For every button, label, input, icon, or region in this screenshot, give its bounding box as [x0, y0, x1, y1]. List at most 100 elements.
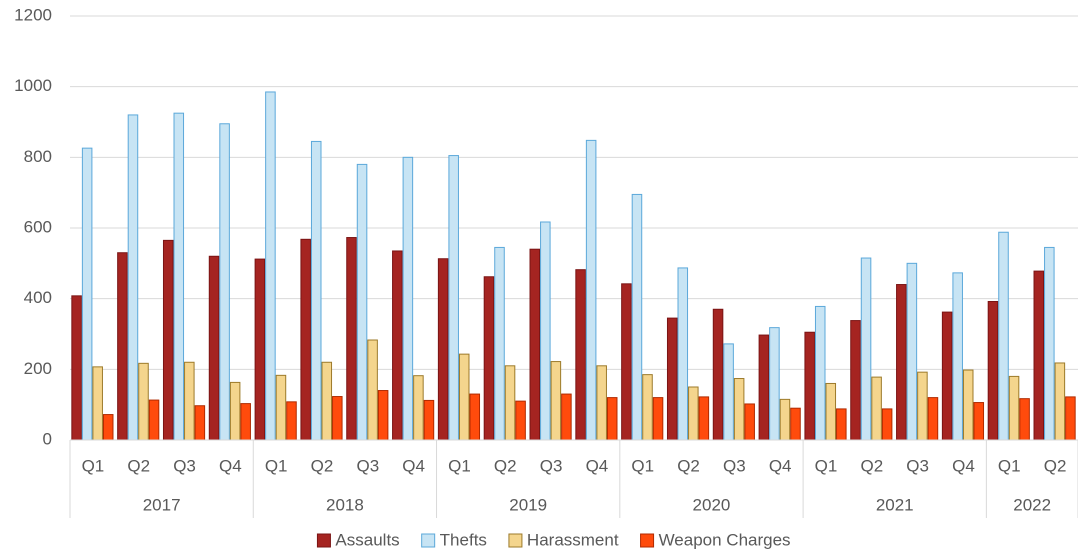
bar [321, 361, 333, 441]
bar [1054, 362, 1066, 441]
x-tick-label: Q3 [173, 456, 196, 475]
bar [642, 374, 653, 441]
bar [744, 403, 755, 441]
bar [515, 400, 526, 441]
x-tick-label: Q1 [998, 456, 1021, 475]
x-tick-label: Q2 [1044, 456, 1067, 475]
bar [733, 378, 745, 441]
bar [871, 376, 882, 441]
bar [698, 396, 710, 441]
bar [1033, 270, 1045, 441]
bar [758, 334, 770, 441]
x-tick-label: Q4 [219, 456, 242, 475]
bar [825, 382, 837, 441]
x-tick-label: Q2 [860, 456, 883, 475]
bar [621, 283, 632, 441]
bar [529, 248, 541, 441]
bar [483, 276, 495, 441]
bar [92, 366, 103, 441]
bar [162, 239, 174, 441]
bar [712, 308, 724, 441]
bar [606, 397, 618, 441]
bar [790, 407, 801, 441]
bar [423, 399, 435, 441]
bar [677, 267, 689, 441]
bar [896, 284, 907, 441]
bar [402, 156, 414, 441]
bar [550, 361, 562, 441]
bar [814, 305, 826, 441]
y-tick-label: 1000 [14, 76, 52, 95]
bar [377, 390, 389, 441]
group-label: 2022 [1013, 495, 1051, 514]
y-tick-label: 1200 [14, 5, 52, 24]
bar [184, 361, 195, 441]
bar [575, 269, 586, 441]
group-label: 2018 [326, 495, 364, 514]
bar [102, 414, 114, 441]
bar [229, 381, 241, 441]
bar [504, 365, 516, 441]
bar [860, 257, 872, 441]
bar [127, 114, 139, 441]
legend-label: Weapon Charges [659, 530, 791, 549]
x-tick-label: Q2 [677, 456, 700, 475]
bar [850, 320, 861, 441]
bar [723, 343, 734, 441]
bar [769, 327, 780, 441]
bar [356, 163, 368, 441]
bar [208, 255, 220, 441]
bar [962, 369, 974, 441]
bar [300, 238, 311, 441]
x-tick-label: Q4 [952, 456, 975, 475]
y-tick-label: 600 [24, 217, 52, 236]
x-tick-label: Q1 [265, 456, 288, 475]
legend-label: Harassment [527, 530, 619, 549]
bar [469, 393, 481, 441]
x-tick-label: Q1 [631, 456, 654, 475]
legend-swatch [640, 533, 655, 548]
bar [219, 123, 230, 441]
bar [836, 408, 847, 441]
bar [906, 262, 918, 441]
bar [585, 139, 597, 441]
bar [332, 396, 343, 441]
x-tick-label: Q3 [723, 456, 746, 475]
bar [631, 193, 643, 441]
legend-swatch [421, 533, 436, 548]
bar [941, 311, 953, 441]
bar [275, 374, 287, 441]
bar [666, 317, 678, 441]
x-tick-label: Q3 [540, 456, 563, 475]
x-tick-label: Q3 [906, 456, 929, 475]
bar [448, 155, 459, 441]
bar [1008, 375, 1020, 441]
x-tick-label: Q4 [769, 456, 792, 475]
bar [1044, 246, 1055, 441]
bar [596, 365, 607, 441]
bar [71, 295, 82, 441]
y-tick-label: 800 [24, 147, 52, 166]
group-label: 2020 [693, 495, 731, 514]
bar [688, 386, 699, 441]
bar [952, 272, 963, 441]
legend-label: Assaults [335, 530, 399, 549]
bar [265, 91, 276, 441]
bar [927, 397, 939, 441]
x-tick-label: Q2 [311, 456, 334, 475]
bar [346, 237, 357, 441]
bar [392, 250, 403, 441]
y-tick-label: 0 [43, 429, 52, 448]
bar [1065, 396, 1076, 441]
x-tick-label: Q1 [448, 456, 471, 475]
bar [973, 402, 985, 441]
bar [917, 371, 928, 441]
bar [998, 231, 1009, 441]
bar [173, 112, 185, 441]
x-tick-label: Q4 [402, 456, 425, 475]
bar [881, 408, 893, 441]
bar [458, 353, 470, 441]
group-label: 2017 [143, 495, 181, 514]
bar [804, 331, 815, 441]
